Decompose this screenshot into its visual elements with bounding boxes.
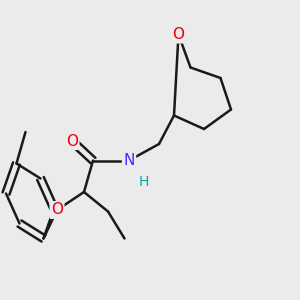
Text: O: O	[172, 27, 184, 42]
Text: N: N	[123, 153, 135, 168]
Text: O: O	[51, 202, 63, 217]
Text: O: O	[66, 134, 78, 148]
Text: H: H	[139, 175, 149, 188]
